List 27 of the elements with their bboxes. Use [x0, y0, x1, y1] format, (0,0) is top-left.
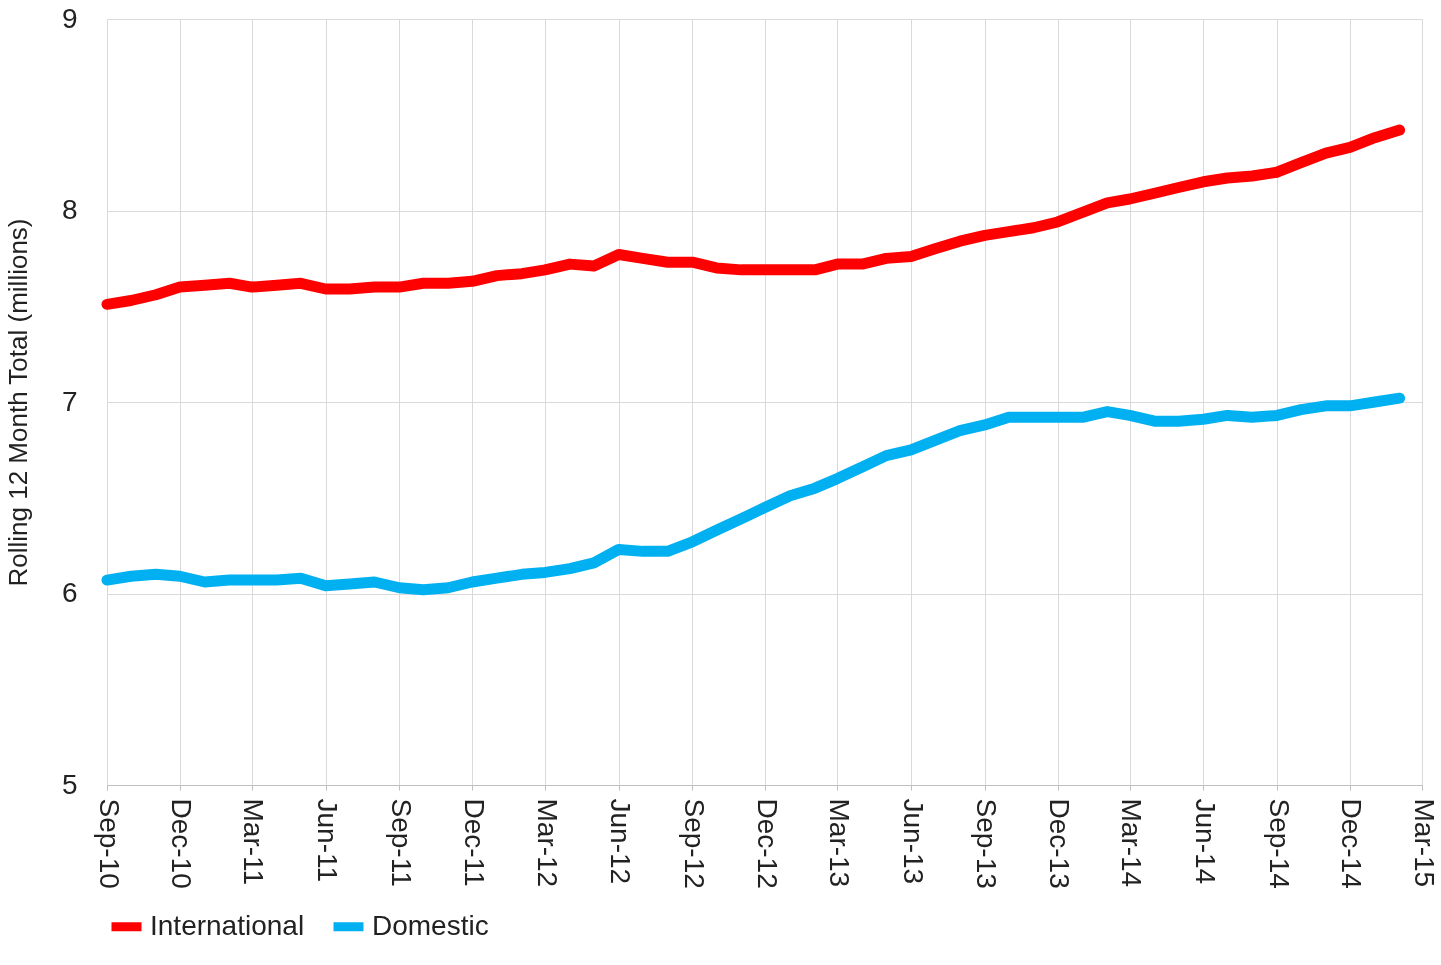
y-tick-label: 6 [61, 577, 78, 608]
x-tick-label: Dec-12 [751, 798, 783, 889]
x-tick-label: Mar-15 [1408, 798, 1440, 888]
legend-label: International [150, 909, 305, 941]
x-tick-label: Dec-11 [458, 798, 490, 887]
x-tick-label: Sep-13 [971, 798, 1003, 889]
x-tick-label: Dec-13 [1044, 798, 1076, 889]
x-tick-label: Jun-12 [605, 798, 637, 885]
legend-label: Domestic [372, 909, 489, 941]
x-tick-label: Sep-10 [93, 798, 125, 889]
y-tick-label: 5 [61, 768, 78, 800]
x-tick-label: Jun-11 [312, 798, 344, 883]
y-tick-label: 9 [61, 2, 78, 34]
x-tick-label: Dec-14 [1336, 798, 1368, 889]
x-tick-label: Sep-12 [678, 798, 710, 889]
y-tick-label: 8 [61, 194, 78, 225]
y-axis-title: Rolling 12 Month Total (millions) [2, 218, 33, 587]
x-tick-label: Mar-13 [823, 798, 855, 888]
x-tick-label: Jun-13 [897, 798, 929, 885]
x-tick-label: Jun-14 [1189, 798, 1221, 885]
x-tick-label: Mar-12 [531, 798, 563, 888]
x-tick-label: Sep-11 [385, 798, 417, 887]
y-tick-label: 7 [61, 385, 78, 417]
x-tick-label: Mar-14 [1116, 798, 1148, 888]
x-tick-label: Dec-10 [166, 798, 198, 889]
x-tick-label: Mar-11 [238, 798, 270, 886]
x-tick-label: Sep-14 [1263, 798, 1295, 889]
